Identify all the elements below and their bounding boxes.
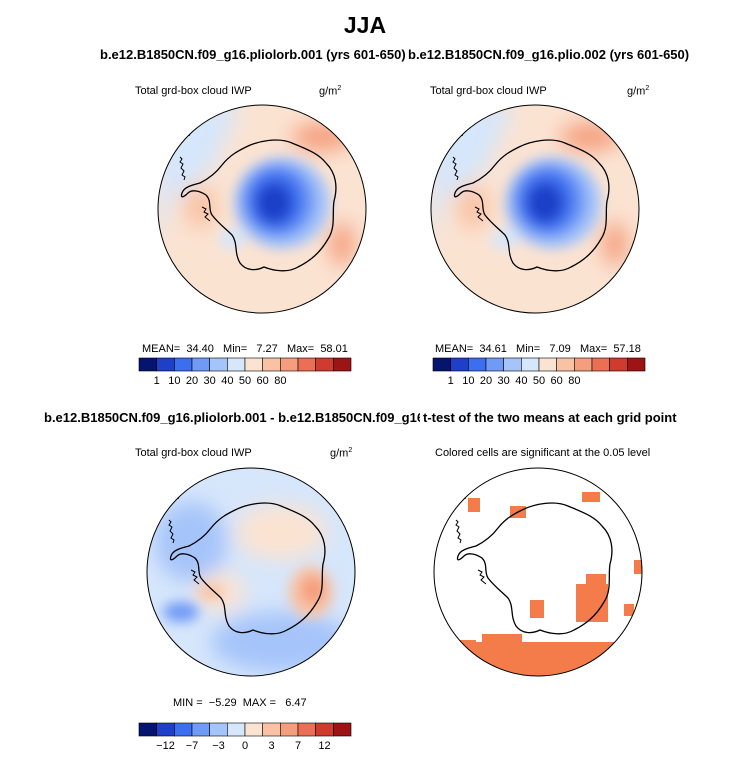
panel-1-subtitle: Total grd-box cloud IWP bbox=[135, 85, 252, 97]
colorbar-swatch bbox=[503, 357, 522, 372]
colorbar-swatch bbox=[432, 357, 451, 372]
colorbar-swatch bbox=[468, 357, 487, 372]
colorbar-tick-label: 10 bbox=[462, 375, 474, 387]
colorbar-swatch bbox=[209, 722, 228, 737]
panel-1-map bbox=[157, 104, 367, 314]
colorbar-swatch bbox=[156, 722, 175, 737]
colorbar-swatch bbox=[244, 722, 263, 737]
colorbar-swatch bbox=[280, 357, 299, 372]
figure-title: JJA bbox=[343, 12, 387, 38]
panel-3-stats: MIN = −5.29 MAX = 6.47 bbox=[173, 697, 307, 709]
panel-2-colorbar: 1 10 20 30 40 50 60 80 bbox=[432, 357, 646, 387]
panel-2-map bbox=[430, 104, 640, 314]
colorbar-swatch bbox=[297, 357, 316, 372]
colorbar-tick-label: 1 bbox=[448, 375, 454, 387]
colorbar-swatch bbox=[297, 722, 316, 737]
colorbar-tick-label: 10 bbox=[168, 375, 180, 387]
colorbar-swatch bbox=[156, 357, 175, 372]
colorbar-swatch bbox=[138, 722, 157, 737]
panel-3-subtitle: Total grd-box cloud IWP bbox=[135, 447, 252, 459]
colorbar-tick-label: 1 bbox=[154, 375, 160, 387]
colorbar-swatch bbox=[333, 357, 352, 372]
panel-3-units: g/m2 bbox=[330, 447, 353, 460]
colorbar-tick-label: 50 bbox=[239, 375, 251, 387]
colorbar-swatch bbox=[209, 357, 228, 372]
colorbar-swatch bbox=[227, 357, 246, 372]
colorbar-swatch bbox=[174, 357, 193, 372]
colorbar-swatch bbox=[227, 722, 246, 737]
colorbar-tick-label: 3 bbox=[268, 740, 274, 752]
colorbar-swatch bbox=[574, 357, 593, 372]
colorbar-swatch bbox=[538, 357, 557, 372]
colorbar-tick-label: −12 bbox=[156, 740, 175, 752]
colorbar-swatch bbox=[262, 357, 281, 372]
colorbar-swatch bbox=[244, 357, 263, 372]
panel-2-subtitle: Total grd-box cloud IWP bbox=[430, 85, 547, 97]
colorbar-tick-label: 7 bbox=[295, 740, 301, 752]
panel-1-title: b.e12.B1850CN.f09_g16.pliolorb.001 (yrs … bbox=[100, 47, 406, 62]
panel-4-subtitle: Colored cells are significant at the 0.0… bbox=[435, 447, 651, 459]
colorbar-tick-label: 12 bbox=[318, 740, 330, 752]
colorbar-tick-label: 80 bbox=[274, 375, 286, 387]
panel-1-units: g/m2 bbox=[319, 85, 342, 98]
colorbar-swatch bbox=[191, 722, 210, 737]
colorbar-tick-label: 40 bbox=[221, 375, 233, 387]
colorbar-swatch bbox=[333, 722, 352, 737]
colorbar-swatch bbox=[315, 722, 334, 737]
colorbar-tick-label: 0 bbox=[242, 740, 248, 752]
colorbar-swatch bbox=[591, 357, 610, 372]
colorbar-swatch bbox=[450, 357, 469, 372]
colorbar-tick-label: −7 bbox=[186, 740, 199, 752]
colorbar-swatch bbox=[262, 722, 281, 737]
colorbar-tick-label: 60 bbox=[257, 375, 269, 387]
colorbar-swatch bbox=[609, 357, 628, 372]
panel-3-map bbox=[146, 467, 356, 677]
panel-3-title: b.e12.B1850CN.f09_g16.pliolorb.001 - b.e… bbox=[44, 410, 477, 425]
panel-2-title: b.e12.B1850CN.f09_g16.plio.002 (yrs 601-… bbox=[408, 47, 690, 62]
colorbar-swatch bbox=[191, 357, 210, 372]
panel-2-units: g/m2 bbox=[627, 85, 650, 98]
colorbar-swatch bbox=[315, 357, 334, 372]
colorbar-swatch bbox=[174, 722, 193, 737]
panel-4-title: t-test of the two means at each grid poi… bbox=[420, 410, 677, 425]
colorbar-tick-label: 20 bbox=[480, 375, 492, 387]
colorbar-tick-label: 80 bbox=[568, 375, 580, 387]
colorbar-swatch bbox=[138, 357, 157, 372]
colorbar-swatch bbox=[280, 722, 299, 737]
panel-1-stats: MEAN= 34.40 Min= 7.27 Max= 58.01 bbox=[142, 343, 348, 355]
colorbar-tick-label: 40 bbox=[515, 375, 527, 387]
colorbar-tick-label: 30 bbox=[204, 375, 216, 387]
panel-4-map bbox=[433, 467, 643, 677]
colorbar-swatch bbox=[556, 357, 575, 372]
colorbar-tick-label: 20 bbox=[186, 375, 198, 387]
colorbar-tick-label: 50 bbox=[533, 375, 545, 387]
panel-2-stats: MEAN= 34.61 Min= 7.09 Max= 57.18 bbox=[435, 343, 641, 355]
panel-1-colorbar: 1 10 20 30 40 50 60 80 bbox=[138, 357, 352, 387]
colorbar-swatch bbox=[485, 357, 504, 372]
colorbar-swatch bbox=[627, 357, 646, 372]
colorbar-tick-label: −3 bbox=[212, 740, 225, 752]
colorbar-swatch bbox=[521, 357, 540, 372]
colorbar-tick-label: 60 bbox=[551, 375, 563, 387]
panel-3-colorbar: −12 −7 −3 0 3 7 12 bbox=[138, 722, 352, 752]
colorbar-tick-label: 30 bbox=[498, 375, 510, 387]
